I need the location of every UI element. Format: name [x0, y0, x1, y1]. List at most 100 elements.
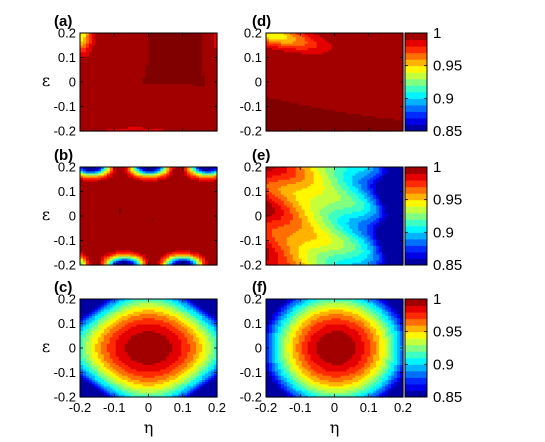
heatmap-cell [352, 94, 356, 98]
heatmap-cell [214, 43, 218, 47]
heatmap-cell [115, 94, 120, 98]
heatmap-cell [115, 228, 120, 232]
heatmap-cell [307, 116, 312, 119]
heatmap-cell [202, 84, 206, 87]
heatmap-cell [274, 73, 279, 77]
heatmap-cell [80, 262, 84, 266]
heatmap-cell [124, 73, 129, 77]
heatmap-cell [193, 54, 197, 58]
heatmap-cell [172, 96, 176, 100]
heatmap-cell [316, 105, 321, 109]
heatmap-cell [266, 54, 270, 58]
heatmap-cell [118, 201, 123, 204]
heatmap-cell [286, 99, 291, 102]
heatmap-cell [190, 54, 194, 58]
heatmap-cell [82, 186, 87, 189]
heatmap-cell [91, 69, 96, 72]
heatmap-cell [118, 88, 123, 92]
heatmap-cell [271, 113, 276, 117]
heatmap-cell [352, 47, 356, 51]
heatmap-cell [280, 120, 285, 124]
heatmap-cell [175, 79, 179, 83]
heatmap-cell [94, 228, 99, 232]
heatmap-cell [208, 69, 212, 72]
heatmap-cell [280, 105, 285, 109]
heatmap-cell [280, 37, 285, 40]
heatmap-cell [184, 99, 188, 102]
heatmap-cell [295, 64, 300, 68]
heatmap-cell [133, 43, 138, 47]
heatmap-cell [100, 247, 105, 251]
heatmap-cell [175, 62, 179, 66]
heatmap-cell [124, 107, 129, 111]
heatmap-cell [169, 90, 173, 94]
heatmap-cell [112, 222, 117, 226]
heatmap-cell [355, 52, 359, 55]
heatmap-cell [202, 52, 206, 55]
heatmap-cell [316, 39, 321, 43]
heatmap-cell [394, 116, 398, 119]
heatmap-cell [154, 109, 159, 113]
heatmap-cell [268, 113, 273, 117]
heatmap-cell [100, 260, 105, 264]
heatmap-cell [97, 207, 102, 211]
heatmap-cell [172, 124, 176, 128]
heatmap-cell [85, 39, 90, 43]
heatmap-cell [199, 39, 203, 43]
heatmap-cell [121, 213, 126, 217]
heatmap-cell [115, 111, 120, 115]
heatmap-cell [115, 120, 120, 124]
heatmap-cell [358, 126, 362, 130]
heatmap-cell [334, 67, 339, 70]
heatmap-cell [82, 220, 87, 223]
heatmap-cell [364, 64, 368, 68]
heatmap-cell [361, 124, 365, 128]
heatmap-cell [100, 216, 105, 219]
heatmap-cell [214, 35, 218, 38]
heatmap-cell [286, 52, 291, 55]
heatmap-cell [316, 45, 321, 49]
heatmap-cell [88, 256, 93, 260]
heatmap-cell [295, 128, 300, 132]
heatmap-cell [343, 39, 348, 43]
heatmap-cell [112, 179, 117, 183]
heatmap-cell [121, 45, 126, 49]
heatmap-cell [352, 62, 356, 66]
heatmap-cell [166, 96, 170, 100]
heatmap-cell [361, 120, 365, 124]
heatmap-cell [130, 120, 135, 124]
heatmap-cell [208, 90, 212, 94]
heatmap-cell [361, 84, 365, 87]
heatmap-cell [271, 94, 276, 98]
heatmap-cell [313, 67, 318, 70]
heatmap-cell [301, 43, 306, 47]
heatmap-cell [202, 47, 206, 51]
heatmap-cell [184, 47, 188, 51]
heatmap-cell [184, 33, 188, 36]
heatmap-cell [103, 228, 108, 232]
heatmap-cell [151, 60, 156, 64]
heatmap-cell [169, 71, 173, 75]
heatmap-cell [295, 82, 300, 85]
heatmap-cell [304, 71, 309, 75]
heatmap-cell [100, 220, 105, 223]
heatmap-cell [211, 35, 215, 38]
heatmap-cell [361, 109, 365, 113]
heatmap-cell [91, 211, 96, 215]
heatmap-cell [151, 64, 156, 68]
heatmap-cell [88, 226, 93, 230]
heatmap-cell [208, 116, 212, 119]
heatmap-cell [88, 192, 93, 196]
heatmap-cell [388, 52, 392, 55]
heatmap-cell [205, 122, 209, 126]
heatmap-cell [391, 56, 395, 60]
heatmap-cell [163, 99, 167, 102]
heatmap-cell [391, 64, 395, 68]
heatmap-cell [310, 111, 315, 115]
heatmap-cell [121, 126, 126, 130]
heatmap-cell [322, 84, 327, 87]
heatmap-cell [337, 50, 342, 53]
heatmap-cell [349, 35, 353, 38]
heatmap-cell [361, 39, 365, 43]
heatmap-cell [286, 43, 291, 47]
